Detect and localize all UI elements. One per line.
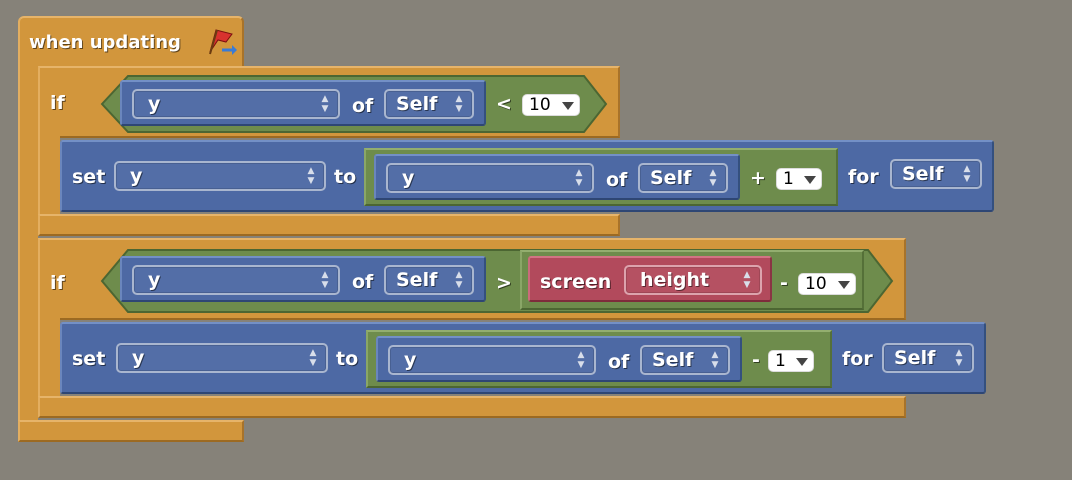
dropdown-caret-icon: [796, 358, 808, 366]
number-input[interactable]: 1: [768, 350, 814, 372]
updown-arrow-icon: ▲ ▼: [577, 350, 585, 370]
minus-operator: -: [780, 272, 788, 294]
dropdown-caret-icon: [562, 102, 574, 110]
minus-expression[interactable]: screen height ▲ ▼ - 10: [520, 250, 864, 310]
for-target-dropdown[interactable]: Self ▲ ▼: [890, 159, 982, 189]
of-label: of: [352, 95, 374, 117]
if-block-2-bottom: [38, 396, 906, 418]
property-dropdown[interactable]: y ▲ ▼: [132, 89, 340, 119]
target-dropdown[interactable]: Self ▲ ▼: [384, 265, 474, 295]
if-block-1-bottom: [38, 214, 620, 236]
property-reporter[interactable]: y ▲ ▼ of Self ▲ ▼: [374, 154, 740, 200]
if-block-2-arm: [38, 316, 60, 398]
updown-arrow-icon: ▲ ▼: [309, 348, 317, 368]
of-label: of: [352, 271, 374, 293]
target-dropdown[interactable]: Self ▲ ▼: [640, 345, 730, 375]
target-dropdown[interactable]: Self ▲ ▼: [638, 163, 728, 193]
number-input[interactable]: 1: [776, 168, 822, 190]
set-block-2[interactable]: set y ▲ ▼ to y ▲ ▼ of Self ▲ ▼ - 1 for Self…: [60, 322, 986, 394]
property-reporter[interactable]: y ▲ ▼ of Self ▲ ▼: [376, 336, 742, 382]
plus-operator: +: [750, 167, 766, 189]
if-label: if: [50, 272, 65, 294]
if-label: if: [50, 92, 65, 114]
number-input[interactable]: 10: [522, 94, 580, 116]
updown-arrow-icon: ▲ ▼: [321, 270, 329, 290]
dropdown-caret-icon: [838, 281, 850, 289]
screen-label: screen: [540, 271, 612, 293]
property-dropdown[interactable]: y ▲ ▼: [132, 265, 340, 295]
property-dropdown[interactable]: y ▲ ▼: [388, 345, 596, 375]
red-flag-arrow-icon: [206, 26, 238, 58]
updown-arrow-icon: ▲ ▼: [963, 164, 971, 184]
updown-arrow-icon: ▲ ▼: [321, 94, 329, 114]
hat-label: when updating: [29, 32, 181, 53]
number-input[interactable]: 10: [798, 273, 856, 295]
for-label: for: [848, 166, 879, 188]
plus-expression[interactable]: y ▲ ▼ of Self ▲ ▼ + 1: [364, 148, 838, 206]
property-reporter[interactable]: y ▲ ▼ of Self ▲ ▼: [120, 80, 486, 126]
to-label: to: [336, 348, 359, 370]
if-block-1-arm: [38, 134, 60, 220]
screen-property-dropdown[interactable]: height ▲ ▼: [624, 265, 762, 295]
set-label: set: [72, 166, 106, 188]
set-label: set: [72, 348, 106, 370]
minus-expression[interactable]: y ▲ ▼ of Self ▲ ▼ - 1: [366, 330, 832, 388]
updown-arrow-icon: ▲ ▼: [455, 94, 463, 114]
updown-arrow-icon: ▲ ▼: [575, 168, 583, 188]
updown-arrow-icon: ▲ ▼: [307, 166, 315, 186]
updown-arrow-icon: ▲ ▼: [455, 270, 463, 290]
greater-than-condition[interactable]: y ▲ ▼ of Self ▲ ▼ > screen height ▲ ▼ - 10: [100, 248, 894, 314]
variable-dropdown[interactable]: y ▲ ▼: [114, 161, 326, 191]
variable-dropdown[interactable]: y ▲ ▼: [116, 343, 328, 373]
of-label: of: [606, 169, 628, 191]
less-than-operator: <: [496, 93, 512, 115]
greater-than-operator: >: [496, 272, 512, 294]
minus-operator: -: [752, 349, 760, 371]
updown-arrow-icon: ▲ ▼: [743, 270, 751, 290]
updown-arrow-icon: ▲ ▼: [955, 348, 963, 368]
property-reporter[interactable]: y ▲ ▼ of Self ▲ ▼: [120, 256, 486, 302]
dropdown-caret-icon: [804, 176, 816, 184]
hat-arm: [18, 64, 38, 422]
set-block-1[interactable]: set y ▲ ▼ to y ▲ ▼ of Self ▲ ▼ + 1 for Self…: [60, 140, 994, 212]
property-dropdown[interactable]: y ▲ ▼: [386, 163, 594, 193]
updown-arrow-icon: ▲ ▼: [709, 168, 717, 188]
of-label: of: [608, 351, 630, 373]
target-dropdown[interactable]: Self ▲ ▼: [384, 89, 474, 119]
for-label: for: [842, 348, 873, 370]
when-updating-hat-block[interactable]: when updating: [18, 16, 244, 68]
less-than-condition[interactable]: y ▲ ▼ of Self ▲ ▼ < 10: [100, 74, 608, 134]
for-target-dropdown[interactable]: Self ▲ ▼: [882, 343, 974, 373]
updown-arrow-icon: ▲ ▼: [711, 350, 719, 370]
screen-reporter[interactable]: screen height ▲ ▼: [528, 256, 772, 302]
hat-bottom-bar: [18, 420, 244, 442]
to-label: to: [334, 166, 357, 188]
